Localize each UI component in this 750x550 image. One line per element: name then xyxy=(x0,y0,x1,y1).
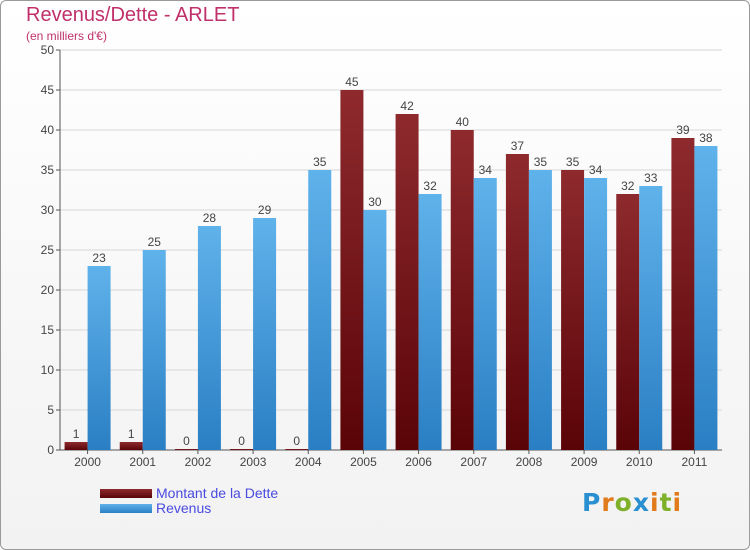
data-label-dette: 0 xyxy=(238,434,245,448)
x-tick-label: 2001 xyxy=(129,455,156,469)
bar-dette xyxy=(616,194,640,450)
data-label-dette: 39 xyxy=(676,123,690,137)
y-tick-label: 20 xyxy=(41,283,55,297)
bar-revenus xyxy=(308,170,332,450)
bar-dette xyxy=(561,170,585,450)
x-tick-label: 2004 xyxy=(295,455,322,469)
bar-dette xyxy=(64,442,88,450)
bar-dette xyxy=(450,130,474,450)
x-tick-label: 2011 xyxy=(682,455,708,469)
y-tick-label: 45 xyxy=(41,83,55,97)
bar-revenus xyxy=(253,218,277,450)
proxiti-logo: Proxiti xyxy=(582,488,683,517)
data-label-dette: 1 xyxy=(128,427,135,441)
bar-revenus xyxy=(584,178,608,450)
data-label-revenus: 34 xyxy=(479,163,493,177)
bar-revenus xyxy=(142,250,166,450)
data-label-dette: 1 xyxy=(73,427,80,441)
bar-revenus xyxy=(473,178,497,450)
data-label-revenus: 23 xyxy=(92,251,106,265)
data-label-dette: 42 xyxy=(400,99,414,113)
bar-dette xyxy=(395,114,419,450)
x-tick-label: 2003 xyxy=(240,455,267,469)
data-label-revenus: 25 xyxy=(148,235,162,249)
bar-dette xyxy=(285,449,309,450)
bar-dette xyxy=(119,442,143,450)
x-tick-label: 2009 xyxy=(571,455,598,469)
bar-revenus xyxy=(694,146,718,450)
bar-revenus xyxy=(528,170,552,450)
legend-swatch-revenus xyxy=(100,504,152,513)
data-label-dette: 0 xyxy=(183,434,190,448)
x-tick-label: 2002 xyxy=(185,455,212,469)
data-label-revenus: 38 xyxy=(699,131,713,145)
y-tick-label: 5 xyxy=(47,403,54,417)
x-tick-label: 2008 xyxy=(516,455,543,469)
data-label-revenus: 29 xyxy=(258,203,272,217)
data-label-revenus: 32 xyxy=(423,179,437,193)
legend-swatch-dette xyxy=(100,489,152,498)
x-tick-label: 2005 xyxy=(350,455,377,469)
y-tick-label: 0 xyxy=(47,443,54,457)
data-label-dette: 0 xyxy=(293,434,300,448)
bar-revenus xyxy=(418,194,442,450)
y-tick-label: 25 xyxy=(41,243,55,257)
data-label-dette: 40 xyxy=(456,115,470,129)
chart-subtitle: (en milliers d'€) xyxy=(26,29,107,43)
y-tick-label: 50 xyxy=(41,43,55,57)
y-tick-label: 30 xyxy=(41,203,55,217)
x-tick-label: 2007 xyxy=(460,455,487,469)
bar-revenus xyxy=(87,266,111,450)
y-tick-label: 10 xyxy=(41,363,55,377)
bar-dette xyxy=(505,154,529,450)
bar-dette xyxy=(230,449,254,450)
bar-dette xyxy=(340,90,364,450)
data-label-revenus: 35 xyxy=(313,155,327,169)
data-label-revenus: 35 xyxy=(534,155,548,169)
bar-dette xyxy=(671,138,695,450)
y-tick-label: 35 xyxy=(41,163,55,177)
data-label-dette: 37 xyxy=(511,139,525,153)
data-label-revenus: 30 xyxy=(368,195,382,209)
data-label-revenus: 33 xyxy=(644,171,658,185)
bar-revenus xyxy=(197,226,221,450)
bar-dette xyxy=(174,449,198,450)
x-tick-label: 2000 xyxy=(74,455,101,469)
data-label-revenus: 34 xyxy=(589,163,603,177)
legend-label-dette: Montant de la Dette xyxy=(156,485,279,501)
y-tick-label: 15 xyxy=(41,323,55,337)
data-label-dette: 45 xyxy=(345,75,359,89)
data-label-dette: 35 xyxy=(566,155,580,169)
x-tick-label: 2006 xyxy=(405,455,432,469)
legend-label-revenus: Revenus xyxy=(156,500,212,516)
data-label-revenus: 28 xyxy=(203,211,217,225)
data-label-dette: 32 xyxy=(621,179,635,193)
x-tick-label: 2010 xyxy=(626,455,653,469)
chart-title: Revenus/Dette - ARLET xyxy=(26,4,240,26)
y-tick-label: 40 xyxy=(41,123,55,137)
bar-revenus xyxy=(639,186,663,450)
bar-revenus xyxy=(363,210,387,450)
